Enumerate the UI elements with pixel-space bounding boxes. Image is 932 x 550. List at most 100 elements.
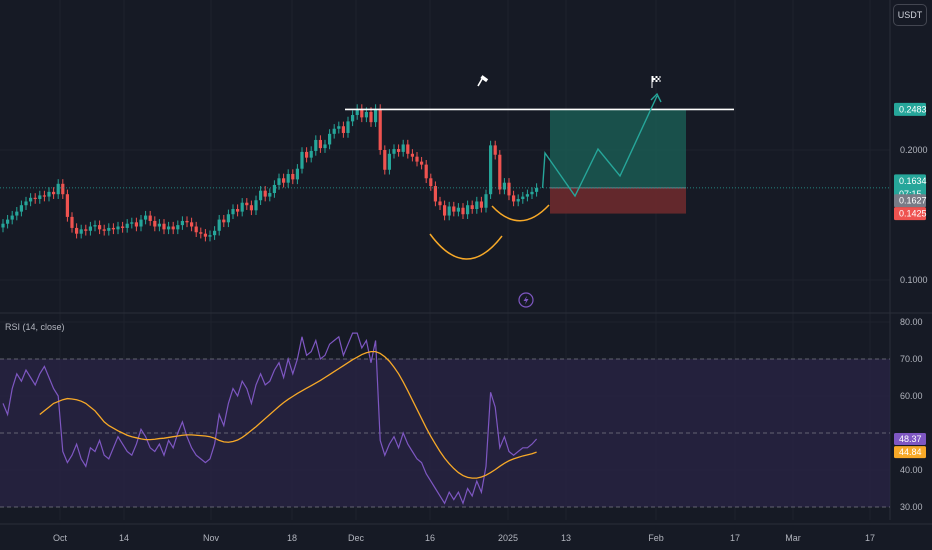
candle-body[interactable] <box>148 215 152 221</box>
price-tag[interactable]: 0.1627 <box>894 194 927 208</box>
candle-body[interactable] <box>470 205 474 210</box>
candle-body[interactable] <box>38 195 42 200</box>
candle-body[interactable] <box>199 232 203 234</box>
checkered-flag-icon[interactable] <box>651 76 662 88</box>
candle-body[interactable] <box>277 178 281 185</box>
candle-body[interactable] <box>180 220 184 226</box>
candle-body[interactable] <box>535 187 539 192</box>
candle-body[interactable] <box>259 190 263 201</box>
candle-body[interactable] <box>466 205 470 215</box>
candle-body[interactable] <box>121 226 125 228</box>
candle-body[interactable] <box>272 184 276 194</box>
candle-body[interactable] <box>176 225 180 230</box>
candle-body[interactable] <box>452 206 456 212</box>
candle-body[interactable] <box>410 153 414 157</box>
candle-body[interactable] <box>171 226 175 230</box>
candle-body[interactable] <box>295 168 299 180</box>
candle-body[interactable] <box>111 227 115 230</box>
rsi-line[interactable] <box>2 332 538 506</box>
candle-body[interactable] <box>56 183 60 195</box>
candle-body[interactable] <box>1 223 5 228</box>
candle-body[interactable] <box>374 108 378 123</box>
price-pane[interactable] <box>1 104 539 242</box>
candle-body[interactable] <box>337 126 341 129</box>
candle-body[interactable] <box>415 156 419 162</box>
candle-body[interactable] <box>65 194 69 217</box>
candle-body[interactable] <box>10 215 14 220</box>
candle-body[interactable] <box>328 133 332 145</box>
candle-body[interactable] <box>406 144 410 154</box>
candle-body[interactable] <box>24 201 28 206</box>
candle-body[interactable] <box>139 219 143 227</box>
candle-body[interactable] <box>507 182 511 196</box>
rsi-indicator-label[interactable]: RSI (14, close) <box>5 322 65 332</box>
candle-body[interactable] <box>346 121 350 133</box>
candle-body[interactable] <box>70 216 74 228</box>
candle-body[interactable] <box>318 139 322 149</box>
candle-body[interactable] <box>498 154 502 190</box>
candle-body[interactable] <box>29 197 33 202</box>
candle-body[interactable] <box>245 202 249 206</box>
candle-body[interactable] <box>157 223 161 227</box>
candle-body[interactable] <box>323 144 327 149</box>
rsi-value-tag[interactable]: 48.37 <box>894 433 926 446</box>
candle-body[interactable] <box>433 186 437 202</box>
candle-body[interactable] <box>475 201 479 210</box>
candle-body[interactable] <box>420 161 424 165</box>
candle-body[interactable] <box>33 197 37 200</box>
candle-body[interactable] <box>383 150 387 170</box>
price-axis[interactable]: 0.2000 0.1000 0.2483 0.1634 07:150.1627 0.142… <box>894 102 928 285</box>
candle-body[interactable] <box>130 222 134 224</box>
candle-body[interactable] <box>512 195 516 202</box>
candle-body[interactable] <box>222 219 226 223</box>
candle-body[interactable] <box>378 108 382 150</box>
candle-body[interactable] <box>397 149 401 152</box>
candle-body[interactable] <box>107 227 111 231</box>
candle-body[interactable] <box>341 126 345 133</box>
candle-body[interactable] <box>300 151 304 169</box>
hammer-icon[interactable] <box>477 75 489 87</box>
candle-body[interactable] <box>355 108 359 116</box>
candle-body[interactable] <box>429 178 433 187</box>
candle-body[interactable] <box>309 150 313 158</box>
candle-body[interactable] <box>332 128 336 134</box>
candle-body[interactable] <box>213 230 217 236</box>
candle-body[interactable] <box>263 190 267 197</box>
candle-body[interactable] <box>153 220 157 227</box>
candle-body[interactable] <box>424 164 428 179</box>
target-zone[interactable] <box>550 109 686 188</box>
candle-body[interactable] <box>530 191 534 195</box>
candle-body[interactable] <box>236 209 240 212</box>
candle-body[interactable] <box>144 215 148 220</box>
price-tag[interactable]: 0.1634 07:15 <box>894 174 927 201</box>
candle-body[interactable] <box>185 220 189 223</box>
candle-body[interactable] <box>52 191 56 195</box>
candle-body[interactable] <box>79 229 83 234</box>
projection-path[interactable] <box>541 95 658 198</box>
candle-body[interactable] <box>249 205 253 211</box>
candle-body[interactable] <box>489 145 493 195</box>
candle-body[interactable] <box>19 205 23 212</box>
candle-body[interactable] <box>438 201 442 206</box>
candle-body[interactable] <box>305 151 309 158</box>
candle-body[interactable] <box>392 149 396 154</box>
candle-body[interactable] <box>226 214 230 223</box>
candle-body[interactable] <box>268 193 272 197</box>
candle-body[interactable] <box>291 173 295 180</box>
candle-body[interactable] <box>93 225 97 227</box>
candle-body[interactable] <box>369 111 373 123</box>
candle-body[interactable] <box>75 227 79 234</box>
candle-body[interactable] <box>42 195 46 197</box>
candle-body[interactable] <box>208 235 212 237</box>
stop-loss-zone[interactable] <box>550 187 686 214</box>
candle-body[interactable] <box>314 139 318 151</box>
currency-selector-button[interactable]: USDT <box>893 4 927 26</box>
candle-body[interactable] <box>443 205 447 216</box>
candle-body[interactable] <box>502 182 506 190</box>
candle-body[interactable] <box>401 144 405 152</box>
candle-body[interactable] <box>479 201 483 208</box>
candle-body[interactable] <box>98 225 102 230</box>
candle-body[interactable] <box>47 191 51 197</box>
candle-body[interactable] <box>231 209 235 215</box>
